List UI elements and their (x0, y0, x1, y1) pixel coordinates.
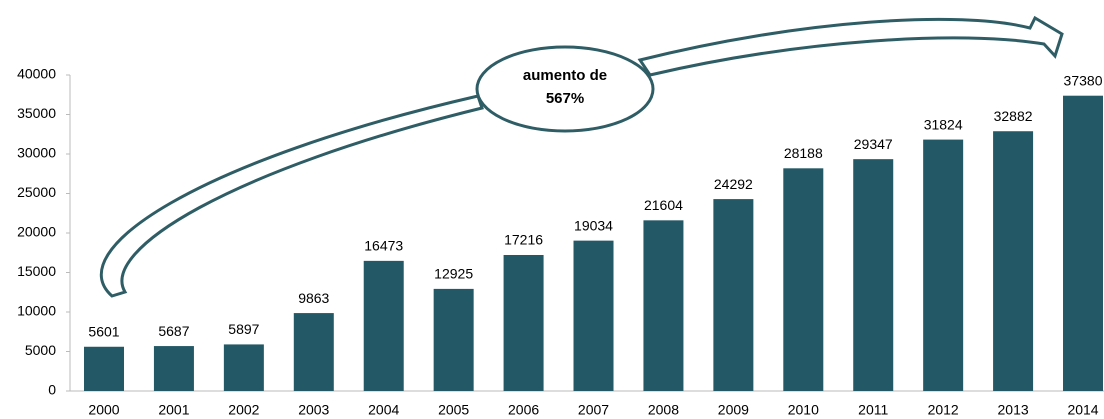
x-tick-label: 2006 (508, 402, 539, 418)
x-tick-label: 2010 (788, 402, 819, 418)
bar (363, 260, 404, 391)
annotation: 567% (546, 90, 584, 107)
bar (1063, 95, 1104, 391)
x-tick-label: 2004 (368, 402, 399, 418)
x-tick-label: 2011 (858, 402, 888, 418)
bar (223, 344, 264, 391)
y-tick-label: 5000 (25, 342, 56, 358)
y-tick-label: 0 (48, 382, 56, 398)
bar (293, 313, 334, 391)
data-label: 5687 (158, 323, 189, 339)
x-tick-label: 2005 (438, 402, 469, 418)
bar (84, 346, 124, 391)
y-tick-label: 35000 (17, 105, 56, 121)
arrow (99, 94, 484, 298)
data-label: 16473 (364, 238, 403, 254)
bar (783, 168, 824, 391)
data-label: 31824 (924, 116, 963, 132)
bar (923, 139, 964, 391)
data-label: 28188 (784, 145, 823, 161)
x-tick-label: 2000 (88, 402, 119, 418)
x-tick-label: 2002 (228, 402, 259, 418)
y-tick-label: 20000 (17, 224, 56, 240)
data-label: 9863 (298, 290, 329, 306)
y-tick-label: 10000 (17, 303, 56, 319)
annotation: aumento de (523, 67, 607, 84)
bar (643, 220, 684, 391)
data-label: 37380 (1064, 72, 1103, 88)
x-tick-label: 2007 (578, 402, 609, 418)
data-label: 29347 (854, 136, 893, 152)
bar (713, 199, 754, 391)
x-tick-label: 2014 (1067, 402, 1098, 418)
bar (573, 240, 614, 391)
data-label: 17216 (504, 232, 543, 248)
bar (853, 159, 894, 391)
data-label: 19034 (574, 217, 613, 233)
data-label: 21604 (644, 197, 683, 213)
x-tick-label: 2001 (158, 402, 189, 418)
arrow (637, 15, 1064, 77)
x-tick-label: 2008 (648, 402, 679, 418)
bar (433, 288, 474, 391)
data-label: 32882 (994, 108, 1033, 124)
bar (993, 131, 1034, 392)
x-tick-label: 2012 (928, 402, 959, 418)
y-tick-label: 15000 (17, 263, 56, 279)
data-label: 12925 (434, 266, 473, 282)
bar (503, 254, 544, 391)
data-label: 5601 (88, 323, 119, 339)
y-tick-label: 40000 (17, 66, 56, 82)
y-tick-label: 30000 (17, 145, 56, 161)
data-label: 24292 (714, 176, 753, 192)
data-label: 5897 (228, 321, 259, 337)
bar (153, 346, 194, 391)
x-tick-label: 2003 (298, 402, 329, 418)
x-tick-label: 2009 (718, 402, 749, 418)
x-tick-label: 2013 (998, 402, 1029, 418)
y-tick-label: 25000 (17, 184, 56, 200)
annotation-ellipse (475, 45, 655, 133)
